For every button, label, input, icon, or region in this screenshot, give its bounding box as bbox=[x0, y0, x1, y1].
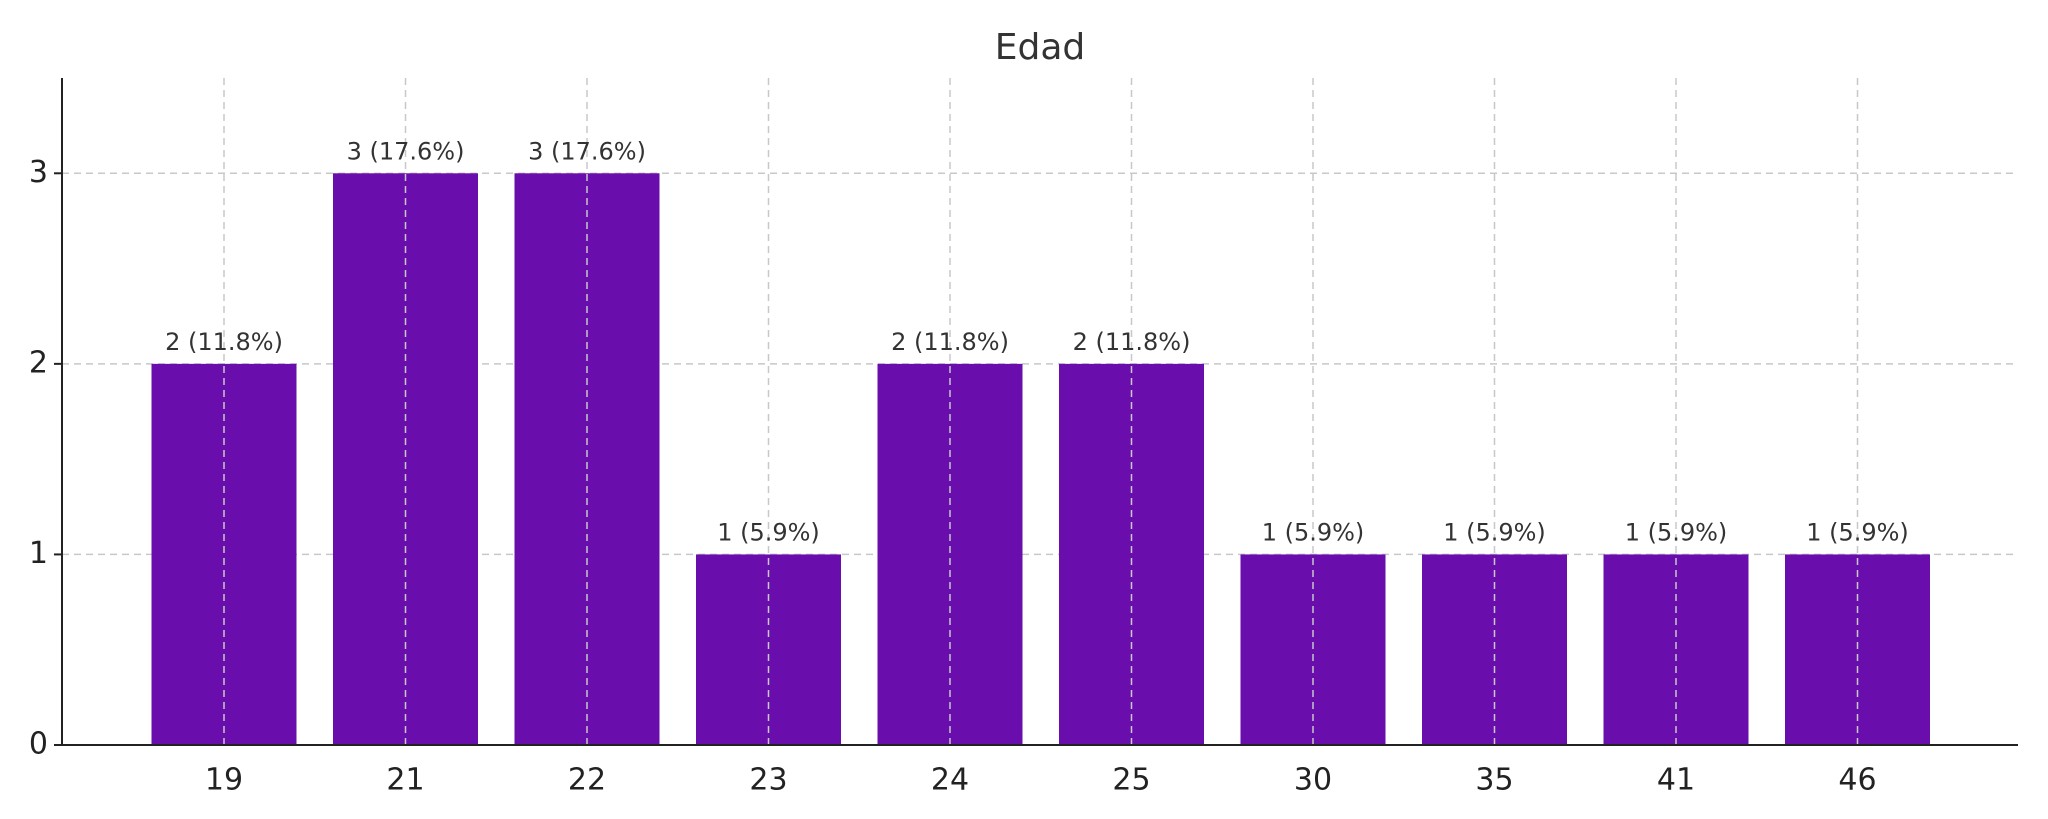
bar-22 bbox=[514, 173, 660, 746]
data-label-24: 2 (11.8%) bbox=[891, 328, 1009, 356]
y-tick-label-1: 1 bbox=[29, 536, 48, 571]
bar-24 bbox=[877, 363, 1023, 745]
bar-25 bbox=[1059, 363, 1204, 745]
data-label-30: 1 (5.9%) bbox=[1262, 518, 1365, 546]
data-label-22: 3 (17.6%) bbox=[528, 137, 646, 165]
y-tick-labels: 0 1 2 3 bbox=[29, 155, 62, 762]
data-labels-layer: 2 (11.8%) 3 (17.6%) 3 (17.6%) 1 (5.9%) 2 (11… bbox=[165, 137, 1909, 546]
data-label-46: 1 (5.9%) bbox=[1806, 518, 1909, 546]
x-tick-label-30: 30 bbox=[1294, 763, 1332, 798]
x-tick-label-46: 46 bbox=[1838, 763, 1876, 798]
data-label-25: 2 (11.8%) bbox=[1073, 328, 1191, 356]
x-tick-label-21: 21 bbox=[386, 763, 424, 798]
y-tick-label-2: 2 bbox=[29, 345, 48, 380]
y-tick-label-0: 0 bbox=[29, 727, 48, 762]
x-tick-labels: 19 21 22 23 24 25 30 35 41 46 bbox=[205, 763, 1877, 798]
x-tick-label-22: 22 bbox=[568, 763, 606, 798]
axes-layer bbox=[61, 78, 2018, 746]
bars-layer bbox=[151, 173, 1930, 746]
chart-title: Edad bbox=[995, 27, 1086, 68]
data-label-35: 1 (5.9%) bbox=[1443, 518, 1546, 546]
x-tick-label-35: 35 bbox=[1475, 763, 1513, 798]
data-label-23: 1 (5.9%) bbox=[717, 518, 820, 546]
data-label-19: 2 (11.8%) bbox=[165, 328, 283, 356]
x-tick-label-23: 23 bbox=[749, 763, 787, 798]
x-tick-label-25: 25 bbox=[1112, 763, 1150, 798]
bar-19 bbox=[151, 363, 297, 745]
data-label-41: 1 (5.9%) bbox=[1625, 518, 1728, 546]
x-tick-label-24: 24 bbox=[931, 763, 969, 798]
x-tick-label-41: 41 bbox=[1657, 763, 1695, 798]
y-tick-label-3: 3 bbox=[29, 155, 48, 190]
data-label-21: 3 (17.6%) bbox=[347, 137, 465, 165]
x-tick-label-19: 19 bbox=[205, 763, 243, 798]
bar-21 bbox=[333, 173, 478, 746]
